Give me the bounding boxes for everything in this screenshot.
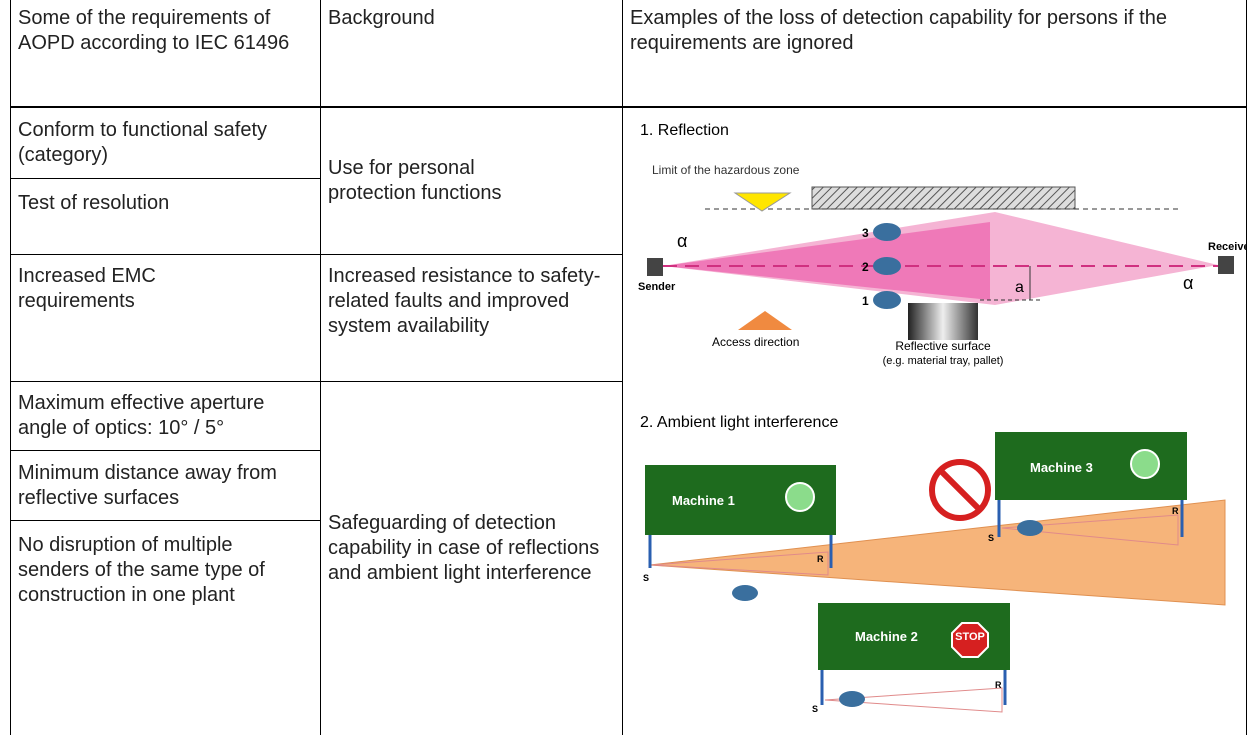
requirement: Maximum effective aperture angle of opti… — [18, 392, 265, 439]
section-title: 2. Ambient light interference — [640, 414, 838, 431]
label: (e.g. material tray, pallet) — [883, 355, 1004, 367]
label: R — [995, 680, 1002, 690]
machine-label: Machine 2 — [855, 629, 918, 644]
machine — [995, 432, 1187, 546]
border — [10, 0, 11, 735]
label: α — [677, 231, 687, 251]
sender — [647, 258, 663, 276]
label: Receiver — [1208, 241, 1246, 253]
label: Access direction — [712, 335, 799, 349]
border — [320, 0, 321, 735]
border — [10, 450, 320, 451]
background: Increased resistance to safety-related f… — [328, 265, 601, 337]
label: S — [812, 704, 818, 714]
label: α — [1183, 273, 1193, 293]
header-cell: Examples of the loss of detection capabi… — [630, 7, 1167, 54]
hazard-zone — [811, 186, 1076, 210]
label: R — [1172, 506, 1179, 516]
machine-label: Machine 1 — [672, 493, 735, 508]
requirement: Test of resolution — [18, 192, 170, 214]
background: Use for personal protection functions — [328, 157, 502, 204]
border — [10, 381, 622, 382]
beam — [663, 222, 990, 300]
label: 1 — [862, 294, 869, 308]
label: a — [1015, 279, 1024, 296]
receiver — [1218, 256, 1234, 274]
label: Limit of the hazardous zone — [652, 163, 800, 177]
label: S — [643, 573, 649, 583]
requirement: Conform to functional safety (category) — [18, 119, 268, 166]
header-cell: Some of the requirements of AOPD accordi… — [18, 7, 290, 54]
header-cell: Background — [328, 7, 435, 29]
background: Safeguarding of detection capability in … — [328, 512, 600, 584]
machine — [818, 603, 1010, 713]
machine-label: Machine 3 — [1030, 460, 1093, 475]
stop-sign: STOP — [955, 631, 985, 643]
section-title: 1. Reflection — [640, 122, 729, 139]
label: 2 — [862, 260, 869, 274]
light-beam — [649, 499, 1226, 606]
border — [622, 0, 623, 735]
triangle — [738, 311, 792, 330]
label: Sender — [638, 281, 676, 293]
requirement: No disruption of multiple senders of the… — [18, 534, 265, 606]
label: S — [988, 533, 994, 543]
border — [10, 254, 622, 255]
label: Reflective surface — [895, 339, 991, 353]
requirement: Minimum distance away from reflective su… — [18, 462, 277, 509]
prohibition-sign — [937, 467, 983, 513]
persons — [732, 520, 1043, 707]
label: R — [817, 554, 824, 564]
reflective-surface — [908, 303, 978, 340]
border — [10, 178, 320, 179]
label: 3 — [862, 226, 869, 240]
requirement: Increased EMC requirements — [18, 265, 156, 312]
triangle — [733, 192, 792, 212]
border — [10, 106, 1247, 108]
machine — [645, 465, 836, 576]
border — [10, 520, 320, 521]
persons — [873, 223, 901, 309]
diagram: 1. Reflection Limit of the hazardous zon… — [638, 122, 1246, 714]
